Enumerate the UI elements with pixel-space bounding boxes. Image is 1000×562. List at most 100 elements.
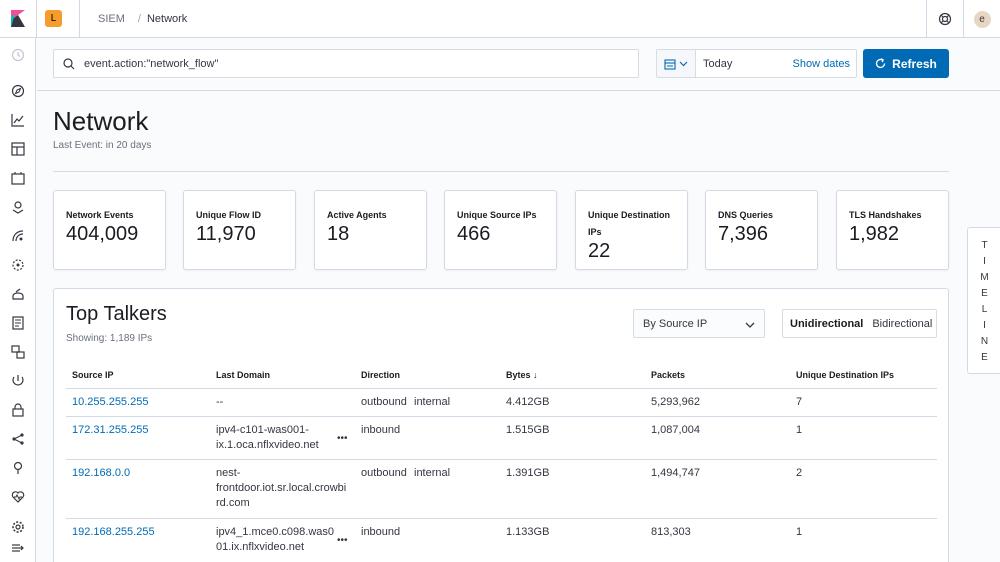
last-domain: ix.1.oca.nflxvideo.net xyxy=(216,439,319,451)
direction-badge: inbound xyxy=(361,526,401,538)
direction-badge: internal xyxy=(414,467,451,479)
show-dates-link[interactable]: Show dates xyxy=(792,57,850,70)
column-header-last-domain: Last Domain xyxy=(216,370,271,380)
stat-value: 7,396 xyxy=(718,223,769,245)
stat-label: DNS Queries xyxy=(718,210,774,220)
stat-card-unique-flow-id: Unique Flow ID 11,970 xyxy=(183,190,296,270)
source-ip-link[interactable]: 192.168.0.0 xyxy=(72,467,131,479)
direction-badge: outbound xyxy=(361,396,407,408)
packets-value: 5,293,962 xyxy=(651,396,700,408)
column-header-packets[interactable]: Packets xyxy=(651,370,686,380)
stat-label: TLS Handshakes xyxy=(849,210,922,220)
source-ip-link[interactable]: 172.31.255.255 xyxy=(72,424,149,436)
header-divider xyxy=(79,0,80,38)
logs-icon[interactable] xyxy=(10,286,26,302)
timeline-letter: L xyxy=(981,304,988,315)
date-picker[interactable]: Today Show dates xyxy=(656,49,857,78)
timeline-letter: T xyxy=(981,240,988,251)
unique-dest-value: 1 xyxy=(796,424,803,436)
last-domain: 01.ix.nflxvideo.net xyxy=(216,541,305,553)
top-talkers-panel: Top Talkers Showing: 1,189 IPs By Source… xyxy=(53,288,949,562)
stat-label: Active Agents xyxy=(327,210,387,220)
direction-badge: inbound xyxy=(361,424,401,436)
top-header: L SIEM / Network e xyxy=(0,0,1000,38)
column-header-unique-destination-ips[interactable]: Unique Destination IPs xyxy=(796,370,895,380)
row-divider xyxy=(66,416,937,417)
bidirectional-button[interactable]: Bidirectional xyxy=(872,317,933,330)
timeline-letter: I xyxy=(983,256,986,267)
timeline-letter: N xyxy=(980,336,989,347)
stat-card-dns-queries: DNS Queries 7,396 xyxy=(705,190,818,270)
last-domain: ipv4_1.mce0.c098.was0 xyxy=(216,526,335,538)
kibana-logo-icon[interactable] xyxy=(0,0,37,38)
apm-icon[interactable] xyxy=(10,315,26,331)
flow-target-select[interactable]: By Source IP xyxy=(633,309,765,338)
breadcrumb: SIEM / Network xyxy=(98,13,187,25)
space-avatar[interactable]: L xyxy=(45,10,62,27)
refresh-button[interactable]: Refresh xyxy=(863,49,949,78)
source-ip-link[interactable]: 10.255.255.255 xyxy=(72,396,149,408)
stat-card-unique-destination-ips: Unique Destination IPs 22 xyxy=(575,190,688,270)
collapse-nav-icon[interactable] xyxy=(10,540,26,556)
infrastructure-icon[interactable] xyxy=(10,257,26,273)
stat-value: 18 xyxy=(327,223,350,245)
date-value: Today xyxy=(703,57,733,70)
stat-value: 404,009 xyxy=(66,223,139,245)
management-gear-icon[interactable] xyxy=(10,519,26,535)
timeline-letter: M xyxy=(980,272,989,283)
panel-title: Top Talkers xyxy=(66,303,167,325)
chevron-down-icon xyxy=(679,61,688,67)
stack-monitoring-icon[interactable] xyxy=(10,460,26,476)
column-header-bytes[interactable]: Bytes ↓ xyxy=(506,370,538,380)
header-divider-line xyxy=(53,171,949,172)
visualize-icon[interactable] xyxy=(10,112,26,128)
search-input[interactable] xyxy=(84,57,604,70)
help-icon xyxy=(938,12,952,26)
discover-icon[interactable] xyxy=(10,83,26,99)
flow-direction-toggle: Unidirectional Bidirectional xyxy=(782,309,937,338)
timeline-flyout-button[interactable]: T I M E L I N E xyxy=(967,227,1000,374)
devtools-icon[interactable] xyxy=(10,373,26,389)
column-header-source-ip[interactable]: Source IP xyxy=(72,370,114,380)
stat-value: 22 xyxy=(588,240,611,262)
breadcrumb-separator: / xyxy=(137,12,141,25)
maps-icon[interactable] xyxy=(10,199,26,215)
unique-dest-value: 1 xyxy=(796,526,803,538)
uptime-icon[interactable] xyxy=(10,344,26,360)
help-button[interactable] xyxy=(926,0,963,38)
stat-value: 1,982 xyxy=(849,223,900,245)
more-domains-button[interactable]: ••• xyxy=(337,535,348,546)
source-ip-link[interactable]: 192.168.255.255 xyxy=(72,526,155,538)
canvas-icon[interactable] xyxy=(10,170,26,186)
search-box[interactable] xyxy=(53,49,639,78)
refresh-icon xyxy=(876,58,886,69)
unidirectional-button[interactable]: Unidirectional xyxy=(790,317,864,330)
more-domains-button[interactable]: ••• xyxy=(337,433,348,444)
timeline-letter: E xyxy=(981,288,988,299)
direction-badge: internal xyxy=(414,396,451,408)
unique-dest-value: 2 xyxy=(796,467,803,479)
column-header-direction: Direction xyxy=(361,370,401,380)
siem-icon[interactable] xyxy=(10,402,26,418)
breadcrumb-siem[interactable]: SIEM xyxy=(98,12,125,25)
chevron-down-icon xyxy=(745,322,755,328)
stat-card-active-agents: Active Agents 18 xyxy=(314,190,427,270)
packets-value: 813,303 xyxy=(651,526,691,538)
unique-dest-value: 7 xyxy=(796,396,803,408)
stat-label: Unique Flow ID xyxy=(196,210,261,220)
quick-select-button[interactable] xyxy=(657,50,696,77)
last-domain: -- xyxy=(216,396,224,408)
heartbeat-icon[interactable] xyxy=(10,489,26,505)
calendar-icon xyxy=(664,58,676,70)
graph-icon[interactable] xyxy=(10,431,26,447)
page-title: Network xyxy=(53,106,149,136)
recent-icon[interactable] xyxy=(10,47,26,63)
panel-subtitle: Showing: 1,189 IPs xyxy=(66,333,153,344)
table-header-divider xyxy=(66,388,937,389)
stat-value: 466 xyxy=(457,223,491,245)
dashboard-icon[interactable] xyxy=(10,141,26,157)
user-menu-button[interactable]: e xyxy=(963,0,1000,38)
stat-label: Unique Destination IPs xyxy=(588,210,671,237)
stat-label: Network Events xyxy=(66,210,134,220)
ml-icon[interactable] xyxy=(10,228,26,244)
